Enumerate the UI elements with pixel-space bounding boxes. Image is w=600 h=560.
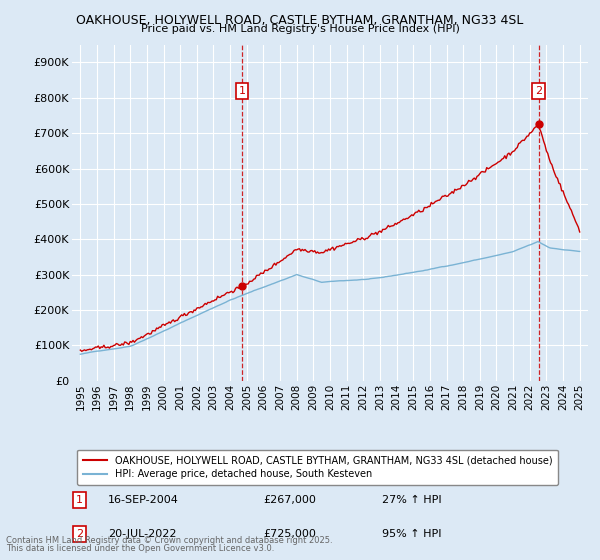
Text: Price paid vs. HM Land Registry's House Price Index (HPI): Price paid vs. HM Land Registry's House … (140, 24, 460, 34)
Text: 1: 1 (76, 495, 83, 505)
Text: 27% ↑ HPI: 27% ↑ HPI (382, 495, 441, 505)
Legend: OAKHOUSE, HOLYWELL ROAD, CASTLE BYTHAM, GRANTHAM, NG33 4SL (detached house), HPI: OAKHOUSE, HOLYWELL ROAD, CASTLE BYTHAM, … (77, 450, 558, 485)
Text: 2: 2 (76, 529, 83, 539)
Text: 20-JUL-2022: 20-JUL-2022 (108, 529, 176, 539)
Text: 95% ↑ HPI: 95% ↑ HPI (382, 529, 441, 539)
Text: 1: 1 (238, 86, 245, 96)
Text: OAKHOUSE, HOLYWELL ROAD, CASTLE BYTHAM, GRANTHAM, NG33 4SL: OAKHOUSE, HOLYWELL ROAD, CASTLE BYTHAM, … (76, 14, 524, 27)
Text: Contains HM Land Registry data © Crown copyright and database right 2025.: Contains HM Land Registry data © Crown c… (6, 536, 332, 545)
Text: £267,000: £267,000 (263, 495, 316, 505)
Text: This data is licensed under the Open Government Licence v3.0.: This data is licensed under the Open Gov… (6, 544, 274, 553)
Text: 2: 2 (535, 86, 542, 96)
Text: £725,000: £725,000 (263, 529, 316, 539)
Text: 16-SEP-2004: 16-SEP-2004 (108, 495, 179, 505)
